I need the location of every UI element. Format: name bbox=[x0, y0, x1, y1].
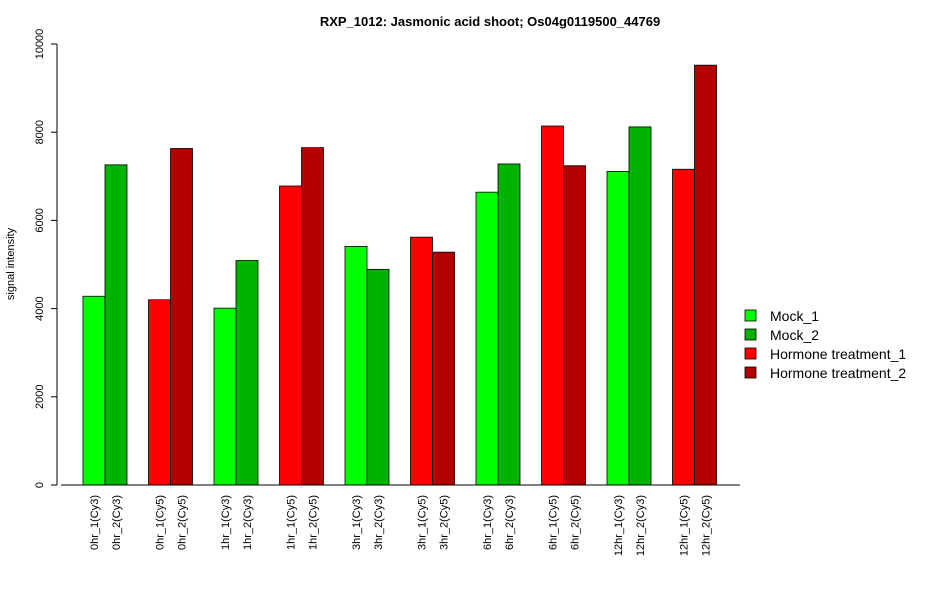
legend-swatch bbox=[744, 328, 757, 341]
bar bbox=[628, 126, 652, 486]
bar bbox=[541, 125, 564, 486]
chart-title: RXP_1012: Jasmonic acid shoot; Os04g0119… bbox=[320, 14, 660, 29]
x-tick-label: 12hr_1(Cy3) bbox=[613, 495, 625, 556]
x-tick-label: 3hr_2(Cy3) bbox=[373, 495, 385, 550]
bar bbox=[344, 246, 368, 486]
bar bbox=[563, 165, 586, 486]
x-axis-tick-labels: 0hr_1(Cy3) 0hr_2(Cy3) 0hr_1(Cy5) 0hr_2(Cy5)… bbox=[89, 495, 713, 556]
x-tick-label: 1hr_2(Cy5) bbox=[308, 495, 320, 550]
x-tick-label: 0hr_1(Cy3) bbox=[89, 495, 101, 550]
bar bbox=[366, 268, 390, 486]
bar bbox=[606, 171, 630, 486]
legend: Mock_1 Mock_2 Hormone treatment_1 Hormone t… bbox=[744, 308, 906, 381]
x-tick-label: 6hr_1(Cy5) bbox=[548, 495, 560, 550]
x-tick-label: 1hr_1(Cy5) bbox=[286, 495, 298, 550]
bar bbox=[672, 168, 695, 486]
legend-swatch bbox=[744, 347, 757, 360]
bar bbox=[82, 295, 106, 486]
bar bbox=[410, 236, 433, 486]
bar bbox=[279, 185, 302, 486]
legend-label: Hormone treatment_2 bbox=[770, 365, 906, 381]
x-tick-label: 0hr_2(Cy5) bbox=[177, 495, 189, 550]
y-axis-label: signal intensity bbox=[5, 227, 17, 300]
x-tick-label: 3hr_1(Cy5) bbox=[417, 495, 429, 550]
bar bbox=[475, 191, 499, 486]
x-tick-label: 6hr_2(Cy3) bbox=[504, 495, 516, 550]
legend-swatch bbox=[744, 366, 757, 379]
legend-label: Mock_1 bbox=[770, 308, 819, 324]
legend-label: Hormone treatment_1 bbox=[770, 346, 906, 362]
x-tick-label: 0hr_2(Cy3) bbox=[111, 495, 123, 550]
bar bbox=[170, 148, 193, 486]
bars bbox=[82, 64, 717, 486]
y-tick-label: 0 bbox=[34, 482, 46, 488]
y-tick-label: 8000 bbox=[34, 120, 46, 144]
y-tick-label: 2000 bbox=[34, 385, 46, 409]
bar bbox=[301, 147, 324, 486]
bar bbox=[694, 64, 717, 486]
y-tick-label: 6000 bbox=[34, 208, 46, 232]
bar bbox=[148, 299, 171, 486]
y-axis: 0 2000 4000 6000 8000 10000 bbox=[34, 29, 58, 488]
x-tick-label: 6hr_1(Cy3) bbox=[482, 495, 494, 550]
bar bbox=[104, 164, 128, 486]
x-tick-label: 1hr_1(Cy3) bbox=[220, 495, 232, 550]
bar bbox=[432, 251, 455, 486]
x-tick-label: 12hr_2(Cy3) bbox=[635, 495, 647, 556]
x-tick-label: 12hr_1(Cy5) bbox=[679, 495, 691, 556]
y-tick-label: 4000 bbox=[34, 296, 46, 320]
x-tick-label: 3hr_1(Cy3) bbox=[351, 495, 363, 550]
legend-swatch bbox=[744, 309, 757, 322]
x-tick-label: 12hr_2(Cy5) bbox=[701, 495, 713, 556]
x-tick-label: 1hr_2(Cy3) bbox=[242, 495, 254, 550]
x-tick-label: 3hr_2(Cy5) bbox=[439, 495, 451, 550]
bar bbox=[235, 260, 259, 486]
bar bbox=[213, 307, 237, 486]
y-tick-label: 10000 bbox=[34, 29, 46, 60]
bar bbox=[497, 163, 521, 486]
x-tick-label: 6hr_2(Cy5) bbox=[570, 495, 582, 550]
x-tick-label: 0hr_1(Cy5) bbox=[155, 495, 167, 550]
legend-label: Mock_2 bbox=[770, 327, 819, 343]
